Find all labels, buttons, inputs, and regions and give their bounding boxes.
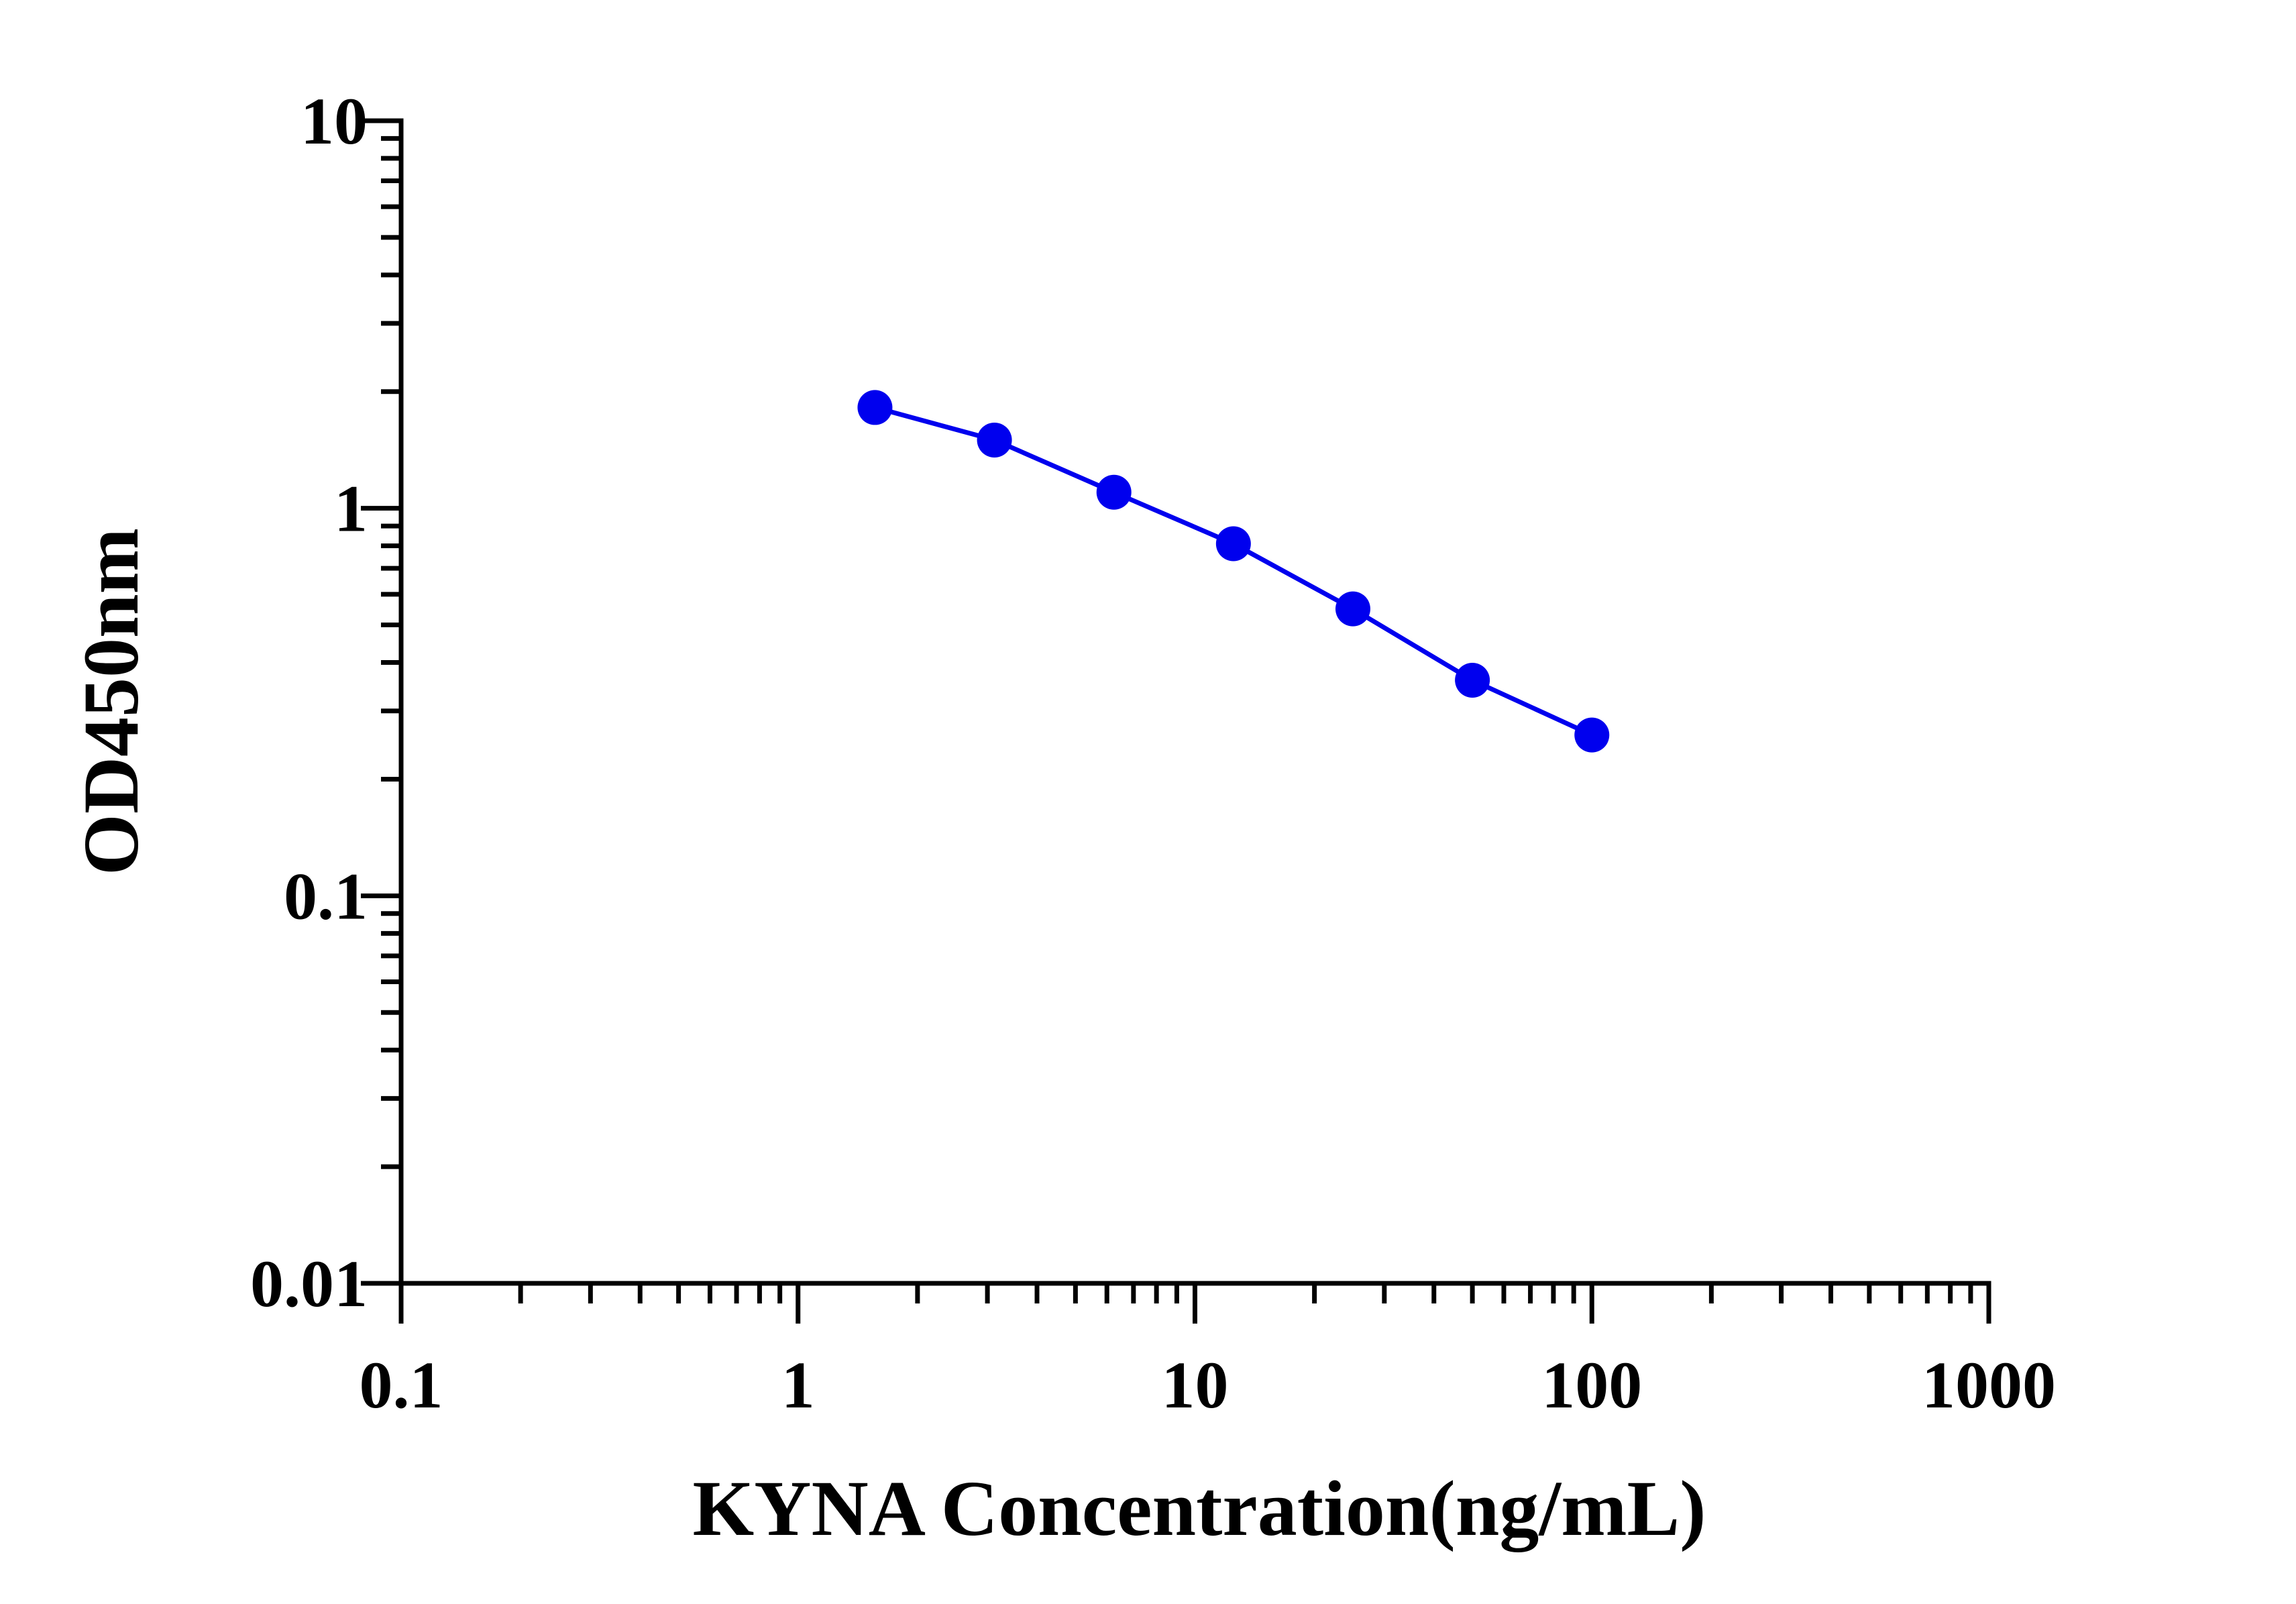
series-layer: [857, 390, 1610, 753]
data-point: [1215, 526, 1251, 562]
axes: 0.01 0.1 1 10 0.1 1 10 100 1000: [250, 84, 2056, 1422]
data-point: [977, 422, 1012, 458]
data-point: [1574, 717, 1610, 753]
y-tick-label: 0.01: [250, 1246, 368, 1321]
x-tick-label: 1: [781, 1348, 815, 1422]
x-tick-label: 1000: [1922, 1348, 2056, 1422]
y-tick-label: 10: [300, 84, 368, 158]
y-axis-title: OD450nm: [67, 528, 155, 875]
y-tick-label: 0.1: [284, 859, 368, 933]
data-point: [857, 390, 893, 425]
y-tick-label: 1: [334, 472, 368, 546]
data-point: [1455, 662, 1490, 698]
x-axis-title: KYNA Concentration(ng/mL): [692, 1464, 1706, 1552]
x-tick-label: 100: [1541, 1348, 1642, 1422]
data-point: [1335, 591, 1370, 627]
x-tick-label: 0.1: [360, 1348, 443, 1422]
data-point: [1096, 474, 1132, 510]
x-tick-label: 10: [1162, 1348, 1229, 1422]
